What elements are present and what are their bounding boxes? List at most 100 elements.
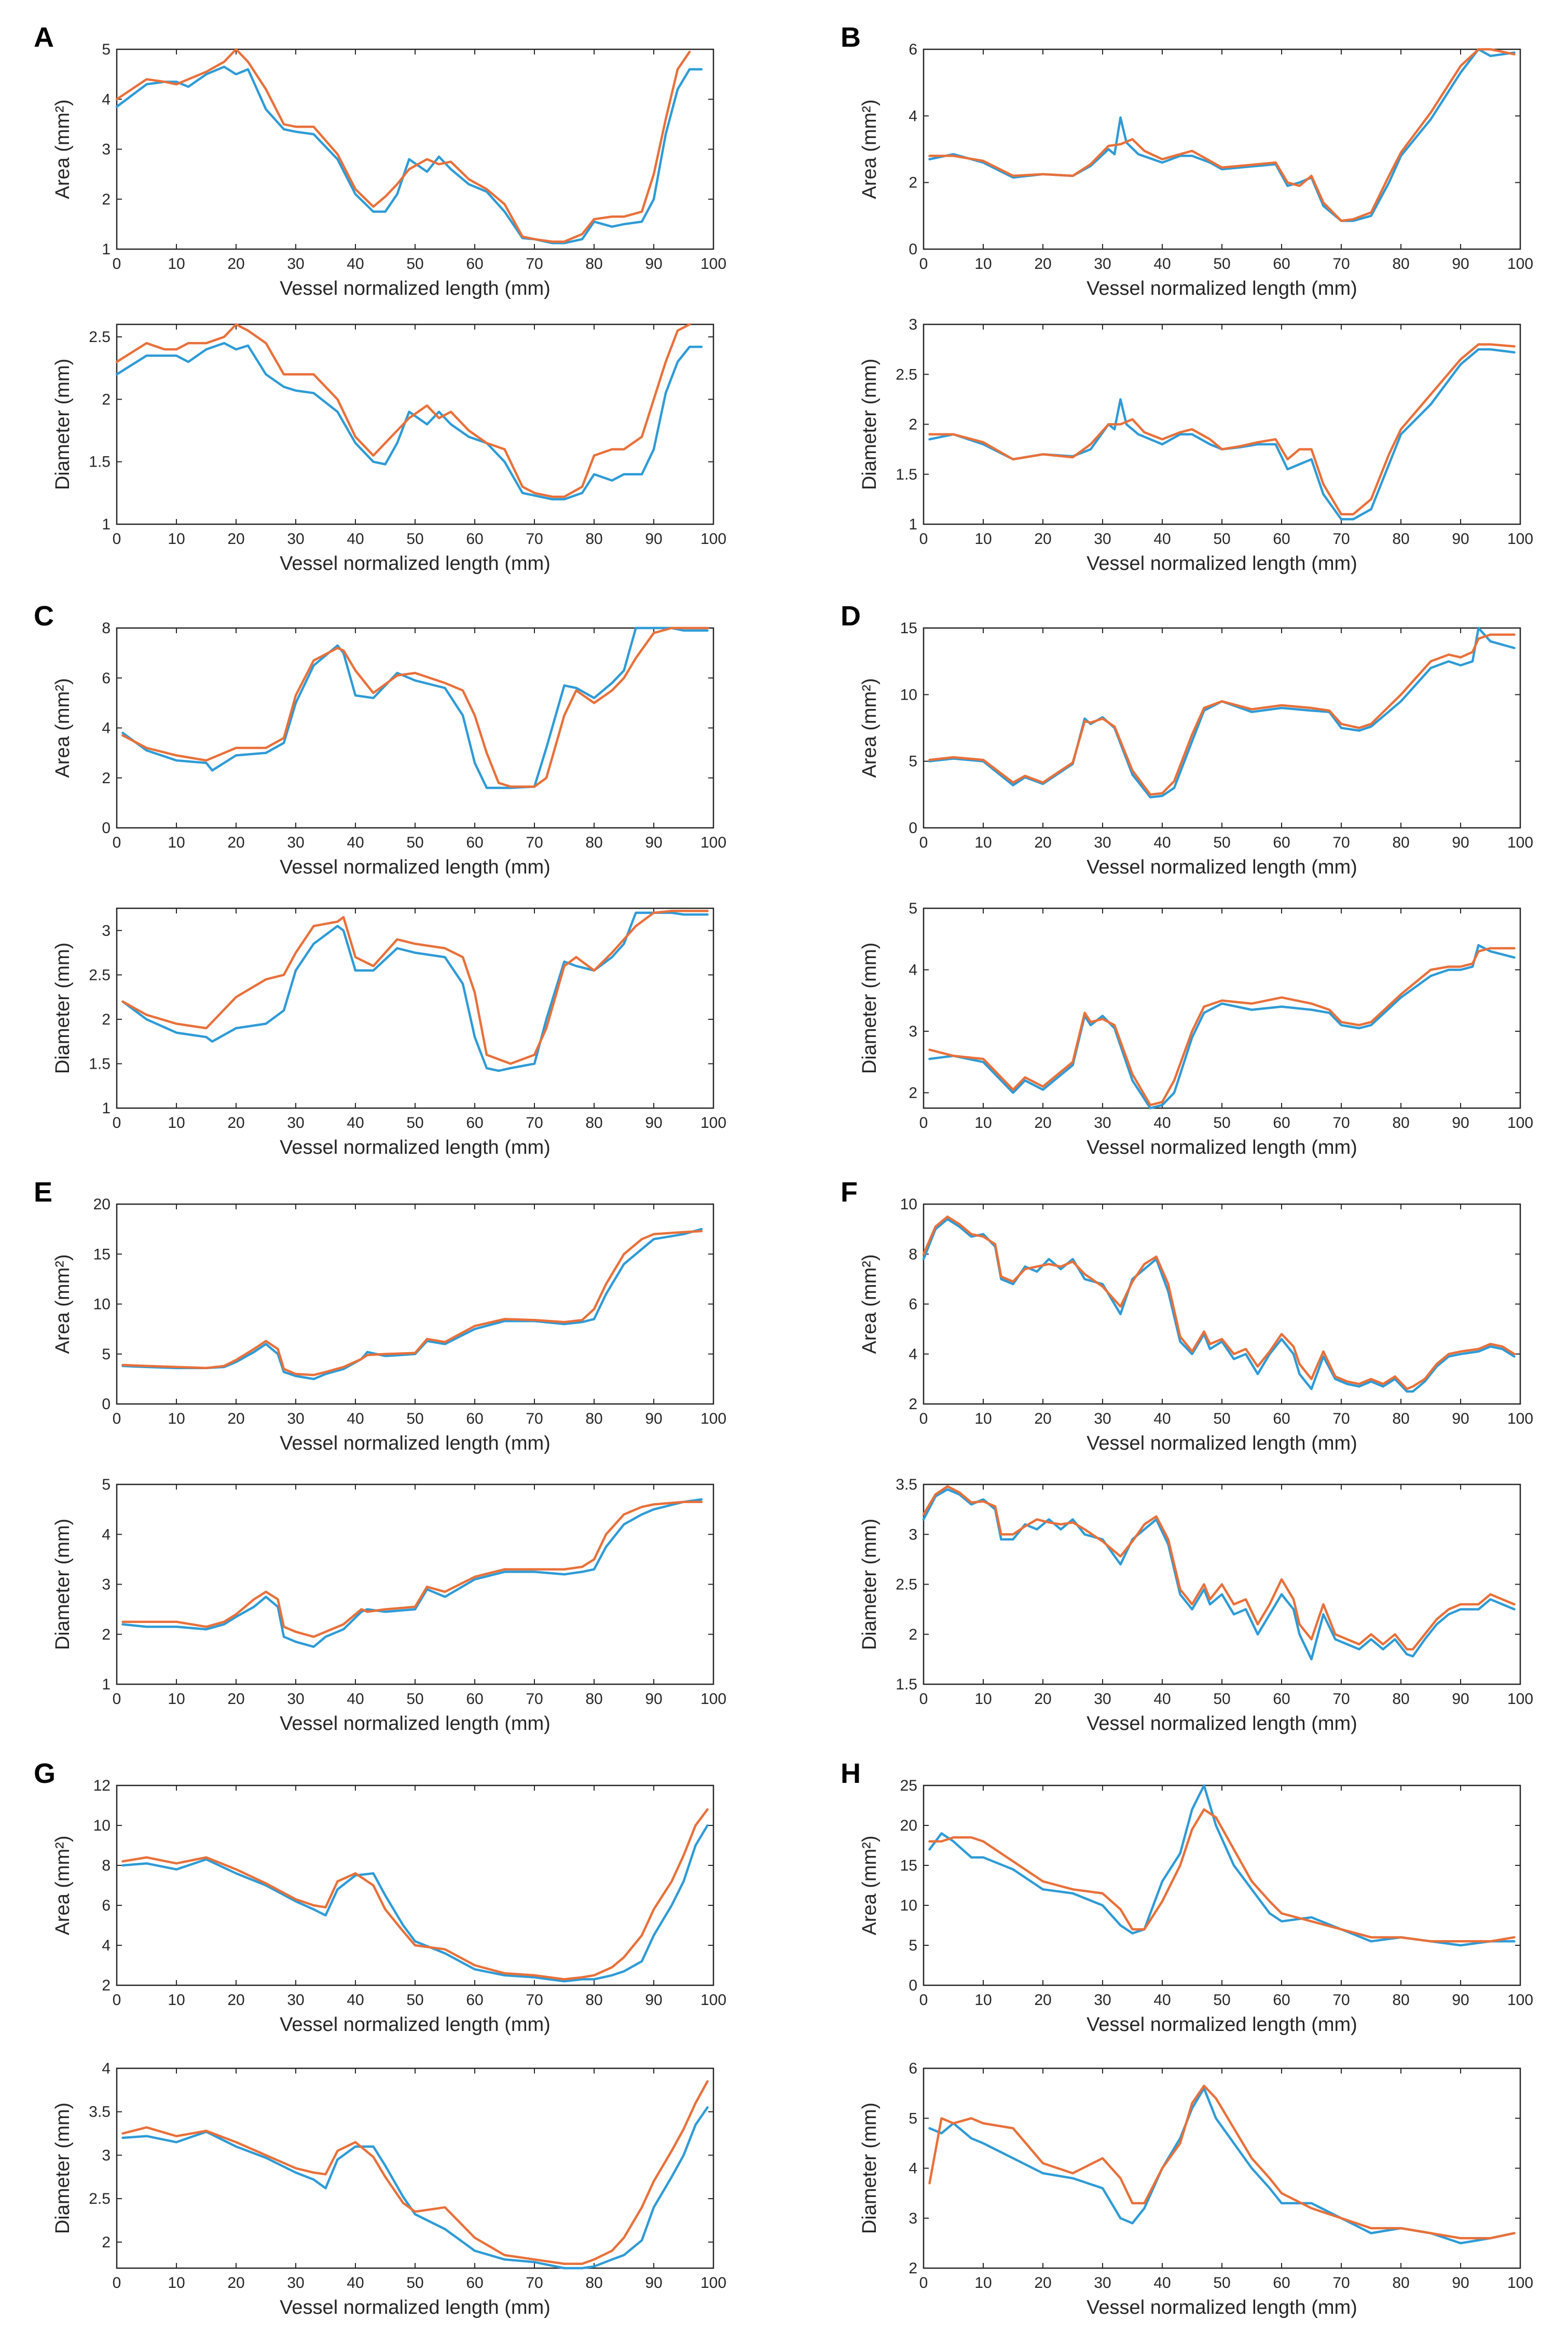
chart-g-diameter-x-tick-label: 100 (700, 2274, 726, 2292)
chart-d-diameter-series-1-line (928, 944, 1516, 1110)
chart-h-diameter-x-tick-label: 70 (1332, 2274, 1350, 2292)
chart-d-area-series-2-line (928, 633, 1516, 796)
chart-d-diameter-x-axis-title: Vessel normalized length (mm) (1086, 1137, 1357, 1158)
chart-e-area-x-tick-label: 90 (645, 1410, 662, 1427)
chart-g-area-x-tick-label: 100 (700, 1992, 726, 2009)
chart-d-area-frame (923, 627, 1521, 829)
chart-d-area-y-tick-label: 0 (909, 820, 917, 837)
chart-h-area-x-axis-title: Vessel normalized length (mm) (1086, 2014, 1357, 2036)
chart-g-diameter-y-tick-label: 4 (102, 2060, 111, 2077)
chart-a-area-y-tick-label: 3 (102, 141, 111, 158)
chart-f-area-x-axis-title: Vessel normalized length (mm) (1086, 1433, 1357, 1454)
chart-h-diameter-x-tick-label: 100 (1507, 2274, 1533, 2292)
chart-b-diameter-x-tick-label: 30 (1094, 530, 1111, 548)
chart-e-diameter-x-tick-label: 0 (113, 1690, 121, 1708)
panel-label-b: B (841, 22, 861, 53)
panel-label-h: H (841, 1758, 861, 1789)
chart-c-diameter-x-tick-label: 0 (113, 1114, 121, 1131)
chart-b-diameter-x-tick-label: 50 (1213, 530, 1230, 548)
chart-h-area-y-tick-label: 0 (909, 1977, 917, 1994)
chart-g-area-x-tick-label: 40 (347, 1992, 364, 2009)
chart-a-area-x-tick-label: 10 (168, 255, 185, 272)
chart-a-diameter-y-tick-label: 2.5 (89, 329, 111, 346)
chart-c-area-frame (116, 627, 714, 829)
chart-e-area-y-tick-label: 0 (102, 1396, 111, 1413)
chart-h-area-x-tick-label: 0 (919, 1992, 928, 2009)
chart-d-diameter-y-axis-title: Diameter (mm) (859, 943, 881, 1074)
chart-e-diameter-x-tick-label: 20 (227, 1690, 244, 1708)
chart-d-diameter-x-tick-label: 80 (1392, 1114, 1409, 1131)
chart-h-area-x-tick-label: 30 (1094, 1992, 1111, 2009)
chart-e-diameter-x-tick-label: 30 (287, 1690, 304, 1708)
chart-d-area-x-tick-label: 100 (1507, 834, 1533, 851)
chart-e-area-x-axis-title: Vessel normalized length (mm) (280, 1433, 551, 1454)
chart-g-area-x-tick-label: 30 (287, 1992, 304, 2009)
chart-f-area-x-tick-label: 0 (919, 1410, 928, 1427)
chart-f-diameter-series-2-line (922, 1485, 1516, 1651)
chart-c-diameter-x-axis-title: Vessel normalized length (mm) (280, 1137, 551, 1158)
chart-a-area-y-axis-title: Area (mm²) (52, 99, 74, 199)
chart-h-diameter-y-tick-label: 2 (909, 2260, 917, 2277)
chart-h-diameter-x-axis-title: Vessel normalized length (mm) (1086, 2297, 1357, 2318)
chart-b-diameter-frame (923, 323, 1521, 525)
chart-f-diameter-x-tick-label: 70 (1332, 1690, 1350, 1708)
panel-label-f: F (841, 1177, 858, 1208)
chart-g-area-x-tick-label: 50 (406, 1992, 423, 2009)
chart-e-area-frame (116, 1203, 714, 1405)
chart-a-diameter-x-tick-label: 100 (700, 530, 726, 548)
chart-b-diameter-y-tick-label: 2 (909, 416, 917, 433)
chart-e-diameter-y-tick-label: 2 (102, 1626, 111, 1643)
chart-c-area-x-tick-label: 10 (168, 834, 185, 851)
chart-d-diameter-y-tick-label: 5 (909, 900, 917, 917)
chart-h-area-y-axis-title: Area (mm²) (859, 1835, 881, 1935)
chart-d-area-y-tick-label: 10 (900, 686, 917, 703)
chart-c-diameter-y-tick-label: 1.5 (89, 1055, 111, 1072)
chart-h-area-x-tick-label: 20 (1034, 1992, 1051, 2009)
chart-d-diameter-series-2-line (928, 947, 1516, 1107)
chart-g-area-y-axis-title: Area (mm²) (52, 1835, 74, 1935)
chart-c-area-x-tick-label: 0 (113, 834, 121, 851)
chart-f-area-y-tick-label: 4 (909, 1346, 917, 1363)
chart-e-diameter-x-tick-label: 70 (526, 1690, 543, 1708)
chart-a-diameter-frame (116, 323, 714, 525)
chart-b-area-x-tick-label: 60 (1273, 255, 1290, 272)
chart-g-area-y-tick-label: 6 (102, 1897, 111, 1914)
chart-b-area-y-tick-label: 0 (909, 241, 917, 258)
chart-c-area-x-tick-label: 20 (227, 834, 244, 851)
chart-b-diameter-x-tick-label: 10 (974, 530, 992, 548)
chart-f-diameter-x-tick-label: 0 (919, 1690, 928, 1708)
chart-b-area-x-tick-label: 70 (1332, 255, 1350, 272)
chart-g-diameter-y-tick-label: 3.5 (89, 2104, 111, 2121)
chart-f-area-x-tick-label: 70 (1332, 1410, 1350, 1427)
chart-f-area-y-tick-label: 6 (909, 1296, 917, 1313)
chart-h-area-series-2-line (928, 1808, 1516, 1943)
chart-e-area-y-axis-title: Area (mm²) (52, 1254, 74, 1354)
chart-b-diameter-x-tick-label: 100 (1507, 530, 1533, 548)
chart-a-diameter-x-tick-label: 80 (585, 530, 602, 548)
chart-h-area-series-1-line (928, 1784, 1516, 1947)
chart-b-area-series-2-line (928, 48, 1516, 222)
chart-b-diameter-x-tick-label: 0 (919, 530, 928, 548)
chart-c-diameter-y-axis-title: Diameter (mm) (52, 943, 74, 1074)
chart-f-diameter-y-tick-label: 1.5 (896, 1676, 917, 1693)
chart-h-diameter-x-tick-label: 80 (1392, 2274, 1409, 2292)
chart-f-diameter-x-tick-label: 80 (1392, 1690, 1409, 1708)
chart-c-area-y-tick-label: 4 (102, 720, 111, 737)
chart-c-area-series-2-line (121, 626, 709, 788)
chart-e-diameter-x-tick-label: 40 (347, 1690, 364, 1708)
chart-c-area-x-tick-label: 100 (700, 834, 726, 851)
chart-a-diameter-x-tick-label: 10 (168, 530, 185, 548)
chart-d-diameter-y-tick-label: 2 (909, 1084, 917, 1101)
chart-g-area-x-tick-label: 90 (645, 1992, 662, 2009)
chart-c-diameter-x-tick-label: 40 (347, 1114, 364, 1131)
chart-f-diameter-x-tick-label: 100 (1507, 1690, 1533, 1708)
chart-a-area-x-tick-label: 90 (645, 255, 662, 272)
chart-d-area-x-axis-title: Vessel normalized length (mm) (1086, 856, 1357, 878)
chart-c-diameter-x-tick-label: 90 (645, 1114, 662, 1131)
chart-f-diameter-x-tick-label: 10 (974, 1690, 992, 1708)
chart-g-diameter-y-tick-label: 3 (102, 2147, 111, 2164)
chart-d-diameter-x-tick-label: 100 (1507, 1114, 1533, 1131)
chart-f-area-y-axis-title: Area (mm²) (859, 1254, 881, 1354)
chart-f-diameter-series-1-line (922, 1488, 1516, 1661)
chart-d-area-x-tick-label: 20 (1034, 834, 1051, 851)
